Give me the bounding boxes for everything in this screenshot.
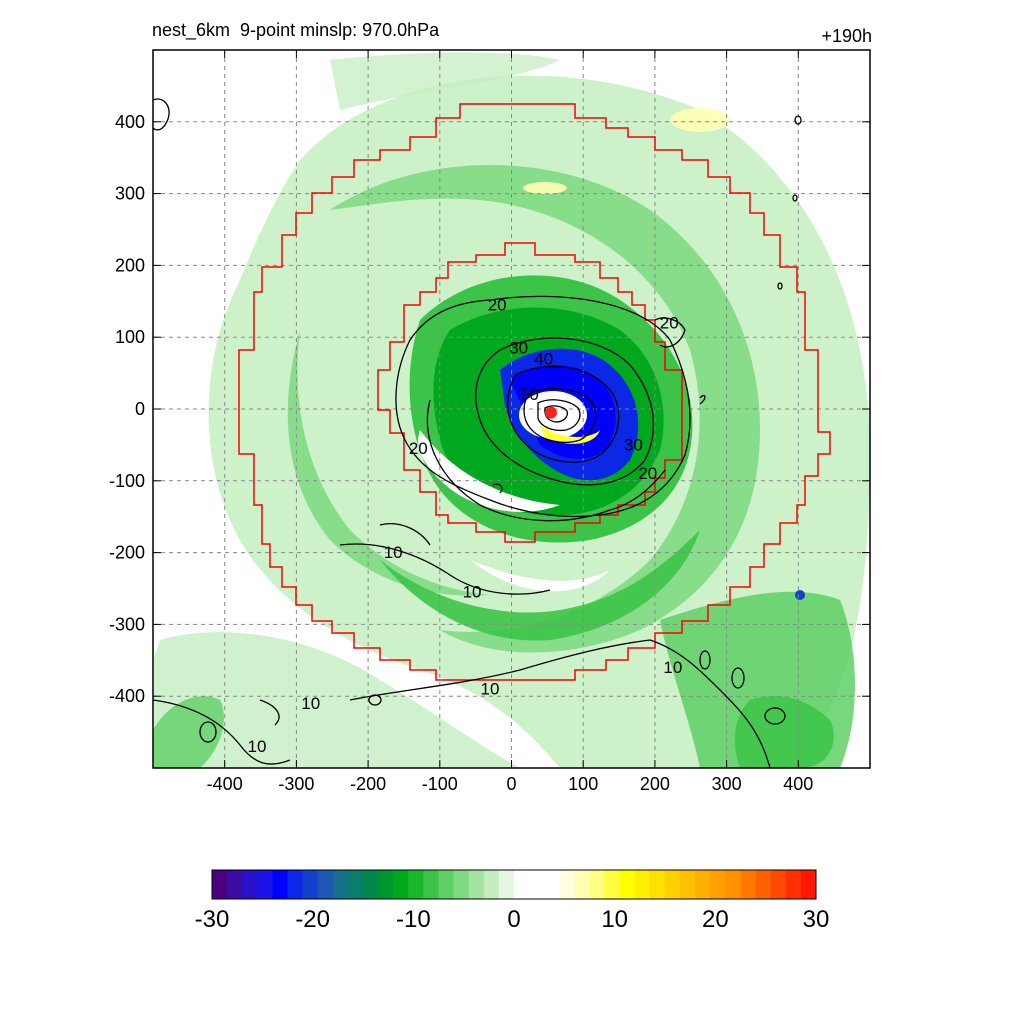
colorbar-swatch xyxy=(272,870,288,899)
contour-label: 30 xyxy=(509,339,528,358)
x-tick-label: -300 xyxy=(278,774,314,794)
analysis-region-outlines xyxy=(238,103,831,681)
colorbar-swatch xyxy=(347,870,364,899)
contour-label: 10 xyxy=(248,737,267,756)
contour-label: 10 xyxy=(463,583,482,602)
colorbar-swatch xyxy=(634,870,651,899)
colorbar-swatch xyxy=(770,870,787,899)
chart-title: nest_6km 9-point minslp: 970.0hPa xyxy=(152,20,440,40)
colorbar-swatch xyxy=(498,870,515,899)
colorbar-swatch xyxy=(408,870,424,899)
colorbar xyxy=(211,869,817,900)
x-tick-label: -400 xyxy=(207,774,243,794)
colorbar-swatch xyxy=(604,870,621,899)
y-tick-label: 100 xyxy=(115,327,145,347)
colorbar-swatch xyxy=(740,870,757,899)
colorbar-swatch xyxy=(680,870,696,899)
x-tick-label: 300 xyxy=(712,774,742,794)
contour-label: 40 xyxy=(534,349,553,368)
contour-label: 30 xyxy=(624,435,643,454)
colorbar-tick-label: 30 xyxy=(803,906,830,933)
colorbar-swatch xyxy=(619,870,636,899)
colorbar-tick-label: -20 xyxy=(295,906,330,933)
contour-label: 10 xyxy=(481,680,500,699)
colorbar-swatch xyxy=(665,870,681,899)
colorbar-swatch xyxy=(544,870,560,899)
contour-label: 10 xyxy=(384,543,403,562)
y-tick-label: 200 xyxy=(115,255,145,275)
contour-label: 50 xyxy=(520,385,539,404)
colorbar-tick-label: -30 xyxy=(195,906,230,933)
colorbar-swatch xyxy=(695,870,711,899)
x-tick-label: 0 xyxy=(506,774,516,794)
colorbar-swatch xyxy=(287,870,304,899)
y-tick-label: 400 xyxy=(115,112,145,132)
colorbar-swatch xyxy=(725,870,741,899)
forecast-hour-label: +190h xyxy=(821,26,872,46)
contour-label: 20 xyxy=(638,464,657,483)
colorbar-swatch xyxy=(332,870,349,899)
colorbar-swatch xyxy=(589,870,606,899)
colorbar-frame xyxy=(211,869,817,900)
colorbar-swatch xyxy=(453,870,470,899)
contour-label: 10 xyxy=(301,694,320,713)
x-tick-label: -100 xyxy=(422,774,458,794)
contour-label: 10 xyxy=(663,658,682,677)
y-axis: 400 300 200 100 0 -100 -200 -300 -400 xyxy=(109,112,870,706)
colorbar-tick-label: 20 xyxy=(702,906,729,933)
y-tick-label: 0 xyxy=(135,399,145,419)
colorbar-swatch xyxy=(363,870,379,899)
colorbar-swatch xyxy=(212,870,228,899)
contour-label: 20 xyxy=(409,439,428,458)
colorbar-swatch xyxy=(649,870,666,899)
outer-region-outline xyxy=(238,103,831,681)
colorbar-swatch xyxy=(483,870,500,899)
colorbar-swatch xyxy=(514,870,530,899)
y-tick-label: 300 xyxy=(115,184,145,204)
contour-label: 20 xyxy=(660,313,679,332)
colorbar-swatch xyxy=(800,870,817,899)
colorbar-swatch xyxy=(227,870,243,899)
x-tick-label: 200 xyxy=(640,774,670,794)
y-tick-label: -300 xyxy=(109,614,145,634)
colorbar-swatch xyxy=(574,870,590,899)
colorbar-swatch xyxy=(468,870,485,899)
colorbar-swatch xyxy=(529,870,545,899)
colorbar-swatch xyxy=(242,870,258,899)
colorbar-swatch xyxy=(378,870,394,899)
x-tick-label: -200 xyxy=(350,774,386,794)
colorbar-swatch xyxy=(423,870,439,899)
x-tick-label: 400 xyxy=(783,774,813,794)
contour-labels: 20 20 30 40 50 20 30 20 10 10 10 10 10 10 xyxy=(248,295,683,756)
colorbar-tick-label: 10 xyxy=(601,906,628,933)
colorbar-swatch xyxy=(257,870,273,899)
x-tick-label: 100 xyxy=(568,774,598,794)
colorbar-tick-label: 0 xyxy=(507,906,520,933)
wind-speed-contours xyxy=(153,98,802,768)
storm-center-marker xyxy=(544,406,557,419)
colorbar-swatch xyxy=(302,870,319,899)
colorbar-swatch xyxy=(317,870,334,899)
colorbar-swatch xyxy=(710,870,726,899)
colorbar-swatch xyxy=(559,870,575,899)
colorbar-tick-labels: -30 -20 -10 0 10 20 30 xyxy=(195,906,830,933)
colorbar-swatch xyxy=(755,870,772,899)
contour-label: 20 xyxy=(488,295,507,314)
y-tick-label: -200 xyxy=(109,543,145,563)
colorbar-tick-label: -10 xyxy=(396,906,431,933)
y-tick-label: -100 xyxy=(109,471,145,491)
colorbar-swatch xyxy=(785,870,802,899)
y-tick-label: -400 xyxy=(109,686,145,706)
inner-region-outline xyxy=(377,242,683,543)
colorbar-swatch xyxy=(393,870,409,899)
colorbar-swatch xyxy=(438,870,455,899)
x-axis: -400 -300 -200 -100 0 100 200 300 400 xyxy=(207,50,813,794)
